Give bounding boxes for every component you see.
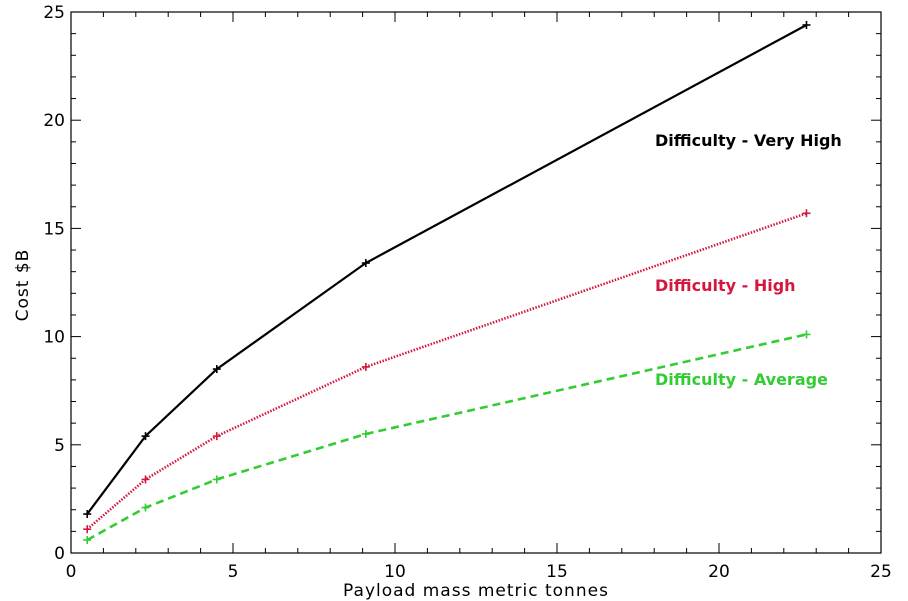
tick-labels: 0 5 10 15 20 25 0 5 10 15 20 25 (43, 3, 891, 582)
data-point (141, 503, 150, 512)
data-point (802, 209, 811, 218)
data-point (802, 330, 811, 339)
data-point (212, 432, 221, 441)
y-tick-label: 10 (43, 328, 65, 348)
x-tick-label: 0 (66, 562, 77, 582)
series-markers (83, 20, 811, 545)
x-axis-title: Payload mass metric tonnes (343, 581, 609, 601)
series-line-2 (86, 333, 807, 542)
y-tick-label: 15 (43, 219, 65, 239)
y-tick-label: 25 (43, 3, 65, 23)
series-line-0 (86, 24, 808, 515)
series-labels: Difficulty - Very High Difficulty - High D… (655, 131, 842, 389)
series-label-2: Difficulty - Average (655, 370, 828, 389)
y-tick-label: 5 (54, 436, 65, 456)
y-axis-title: Cost $B (13, 249, 33, 322)
data-point (141, 432, 150, 441)
x-tick-label: 10 (384, 562, 406, 582)
x-tick-label: 20 (708, 562, 730, 582)
data-point (361, 429, 370, 438)
y-tick-label: 0 (54, 544, 65, 564)
data-point (212, 475, 221, 484)
x-tick-label: 25 (870, 562, 892, 582)
tick-marks (70, 11, 882, 554)
data-point (83, 536, 92, 545)
y-tick-label: 20 (43, 111, 65, 131)
series-label-0: Difficulty - Very High (655, 131, 842, 150)
data-point (83, 525, 92, 534)
series-label-1: Difficulty - High (655, 276, 796, 295)
x-tick-label: 15 (546, 562, 568, 582)
data-point (83, 510, 92, 519)
data-point (802, 20, 811, 29)
x-tick-label: 5 (228, 562, 239, 582)
data-point (212, 365, 221, 374)
data-point (141, 475, 150, 484)
data-point (361, 259, 370, 268)
plot-frame (70, 11, 882, 554)
data-point (361, 362, 370, 371)
